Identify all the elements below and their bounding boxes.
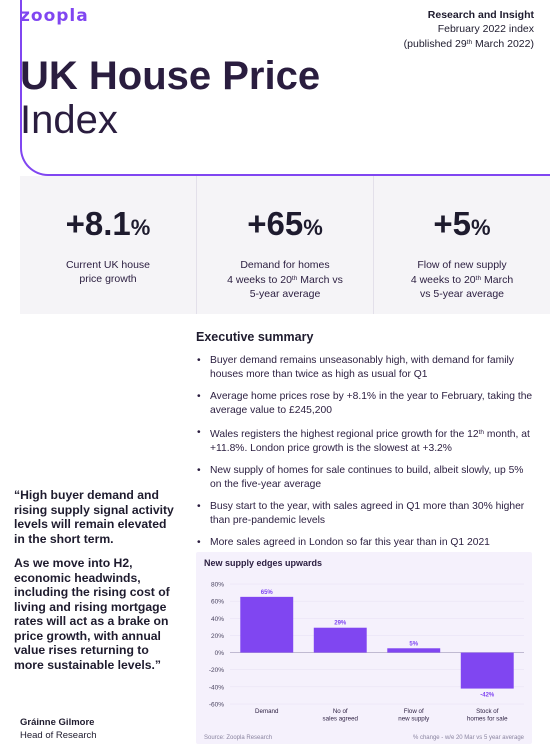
y-tick-label: 40% [211, 616, 224, 623]
x-tick-label: No of [333, 708, 348, 715]
hero-frame [20, 0, 550, 176]
stat-value: +5% [433, 205, 491, 242]
stat-label: Demand for homes 4 weeks to 20th March v… [227, 259, 343, 300]
x-tick-label: new supply [398, 716, 430, 723]
stat-demand: +65% Demand for homes 4 weeks to 20th Ma… [197, 176, 374, 314]
supply-chart: New supply edges upwards 80% 60% 40% 20% 0% -… [196, 552, 532, 744]
stat-label: Current UK house price growth [65, 259, 151, 285]
quote-paragraph: “High buyer demand and rising supply sig… [14, 488, 174, 546]
summary-bullet: Busy start to the year, with sales agree… [196, 500, 536, 528]
data-label: -42% [480, 693, 495, 699]
y-tick-label: -40% [209, 684, 224, 691]
author-role: Head of Research [20, 730, 97, 741]
executive-summary-title: Executive summary [196, 330, 314, 344]
data-label: 29% [334, 621, 347, 627]
y-tick-label: 60% [211, 599, 224, 606]
data-label: 5% [409, 641, 418, 647]
chart-bar [460, 652, 514, 689]
stat-value: +8.1% [65, 205, 151, 242]
summary-bullet: Buyer demand remains unseasonably high, … [196, 354, 536, 382]
publication-series: Research and Insight [427, 9, 534, 21]
stat-price-growth: +8.1% Current UK house price growth [20, 176, 197, 314]
x-tick-label: sales agreed [323, 716, 359, 723]
y-tick-label: 80% [211, 582, 224, 589]
stat-value: +65% [247, 205, 323, 242]
quote-paragraph: As we move into H2, economic headwinds, … [14, 556, 170, 672]
page-subtitle: Index [20, 98, 118, 142]
stat-label: Flow of new supply 4 weeks to 20th March… [410, 259, 514, 300]
quote-author: Gráinne Gilmore Head of Research [20, 716, 97, 742]
summary-bullet: New supply of homes for sale continues t… [196, 464, 536, 492]
x-tick-label: Flow of [404, 708, 424, 715]
x-tick-label: Stock of [476, 708, 499, 715]
executive-summary: Executive summary Buyer demand remains u… [196, 330, 536, 558]
publication-info: Research and Insight February 2022 index… [404, 8, 534, 51]
chart-bar [240, 596, 294, 653]
data-label: 65% [261, 590, 274, 596]
page-title: UK House Price [20, 54, 321, 98]
chart-bar [313, 627, 367, 653]
x-tick-label: Demand [255, 708, 279, 715]
chart-canvas: 80% 60% 40% 20% 0% -20% -40% -60% 65% Demand 29% No… [209, 582, 524, 723]
stat-new-supply: +5% Flow of new supply 4 weeks to 20th M… [374, 176, 550, 314]
x-tick-label: homes for sale [467, 716, 508, 723]
y-tick-label: -20% [209, 667, 224, 674]
headline-stats: +8.1% Current UK house price growth +65%… [20, 176, 550, 314]
summary-bullet: Average home prices rose by +8.1% in the… [196, 390, 536, 418]
executive-summary-list: Buyer demand remains unseasonably high, … [196, 354, 536, 550]
y-tick-label: -60% [209, 702, 224, 709]
summary-bullet: Wales registers the highest regional pri… [196, 426, 536, 456]
chart-title: New supply edges upwards [204, 558, 323, 568]
summary-bullet: More sales agreed in London so far this … [196, 536, 536, 550]
y-tick-label: 0% [215, 650, 225, 657]
chart-note: % change - w/e 20 Mar vs 5 year average [412, 735, 524, 741]
publication-date: (published 29th March 2022) [403, 38, 534, 50]
publication-index-month: February 2022 index [437, 23, 534, 35]
author-name: Gráinne Gilmore [20, 717, 95, 728]
y-tick-label: 20% [211, 633, 224, 640]
chart-source: Source: Zoopla Research [204, 735, 273, 741]
chart-bar [387, 648, 441, 653]
pull-quote: “High buyer demand and rising supply sig… [14, 488, 179, 682]
